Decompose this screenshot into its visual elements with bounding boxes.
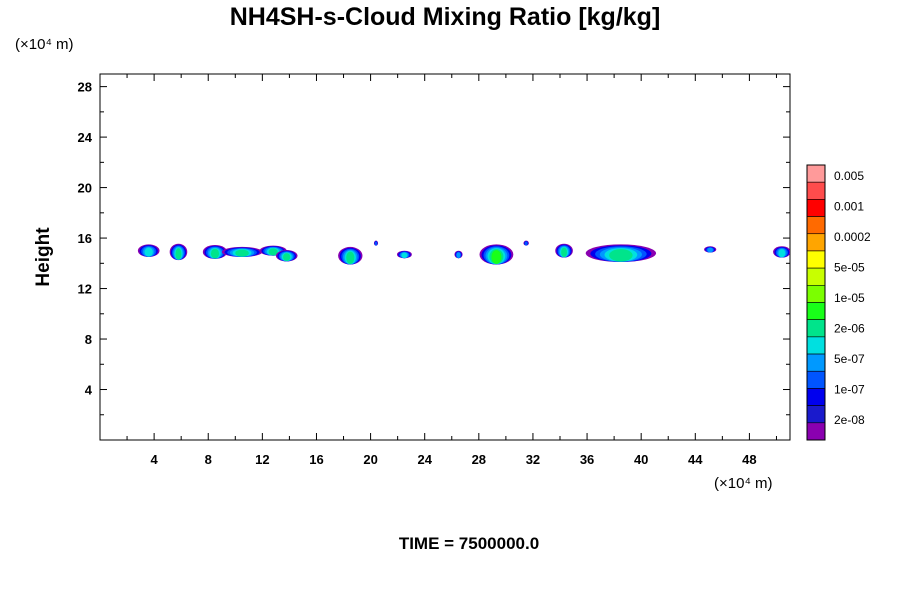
plot-frame bbox=[99, 73, 791, 441]
cloud-contours bbox=[137, 240, 790, 265]
colorbar-swatch bbox=[806, 164, 826, 183]
cloud-contour-band bbox=[401, 252, 408, 259]
axis-ticks bbox=[100, 74, 790, 440]
colorbar-label: 2e-08 bbox=[834, 413, 865, 427]
colorbar-label: 0.0002 bbox=[834, 230, 871, 244]
colorbar-swatch bbox=[806, 302, 826, 320]
cloud-contour-band bbox=[778, 249, 786, 258]
y-tick-label: 4 bbox=[85, 383, 93, 398]
colorbar-swatch bbox=[806, 405, 826, 424]
cloud-contour-band bbox=[491, 250, 502, 264]
y-unit-label: (×10⁴ m) bbox=[15, 36, 74, 53]
colorbar-swatch bbox=[806, 319, 826, 338]
cloud-contour-band bbox=[374, 241, 378, 246]
cloud-blob bbox=[396, 250, 412, 259]
colorbar-swatch bbox=[806, 370, 826, 389]
x-tick-label: 40 bbox=[634, 452, 648, 467]
colorbar-label: 0.005 bbox=[834, 169, 864, 183]
y-tick-label: 12 bbox=[78, 282, 92, 297]
cloud-blob bbox=[773, 246, 790, 258]
time-label: TIME = 7500000.0 bbox=[399, 534, 539, 553]
colorbar-label: 5e-07 bbox=[834, 352, 865, 366]
colorbar-label: 5e-05 bbox=[834, 261, 865, 275]
y-tick-label: 24 bbox=[78, 130, 93, 145]
cloud-contour-band bbox=[524, 241, 528, 246]
colorbar-swatch bbox=[806, 353, 826, 372]
cloud-blob bbox=[585, 244, 657, 263]
cloud-contour-band bbox=[144, 247, 153, 257]
cloud-blob bbox=[373, 240, 379, 246]
cloud-blob bbox=[169, 243, 188, 261]
y-tick-label: 28 bbox=[78, 80, 92, 95]
x-tick-label: 8 bbox=[205, 452, 212, 467]
x-tick-label: 44 bbox=[688, 452, 703, 467]
y-axis-title: Height bbox=[33, 227, 54, 287]
colorbar-swatch bbox=[806, 216, 826, 235]
colorbar-swatch bbox=[806, 285, 826, 303]
colorbar-frame bbox=[806, 164, 826, 441]
cloud-contour-band bbox=[456, 252, 461, 259]
x-tick-label: 32 bbox=[526, 452, 540, 467]
colorbar-label: 0.001 bbox=[834, 200, 864, 214]
colorbar-swatch bbox=[806, 199, 826, 217]
x-tick-label: 48 bbox=[742, 452, 756, 467]
y-tick-label: 16 bbox=[78, 231, 92, 246]
cloud-blob bbox=[338, 246, 363, 265]
colorbar-swatch bbox=[806, 422, 826, 441]
cloud-blob bbox=[704, 246, 717, 253]
y-tick-labels: 4 8 12 16 20 24 28 bbox=[78, 80, 93, 398]
cloud-contour-band bbox=[707, 247, 713, 253]
cloud-contour-band bbox=[609, 249, 633, 262]
colorbar-label: 2e-06 bbox=[834, 322, 865, 336]
colorbar-swatch bbox=[806, 181, 826, 200]
colorbar: 0.005 0.001 0.0002 5e-05 1e-05 2e-06 5e-07 1e-0… bbox=[806, 164, 871, 441]
cloud-blob bbox=[555, 243, 573, 258]
colorbar-swatch bbox=[806, 233, 826, 252]
x-tick-label: 12 bbox=[255, 452, 269, 467]
x-unit-label: (×10⁴ m) bbox=[714, 475, 773, 492]
x-tick-label: 4 bbox=[151, 452, 159, 467]
cloud-contour-band bbox=[175, 248, 182, 260]
colorbar-swatch bbox=[806, 267, 826, 286]
cloud-blob bbox=[221, 246, 263, 257]
cloud-blob bbox=[137, 244, 160, 257]
colorbar-swatch bbox=[806, 336, 826, 355]
colorbar-label: 1e-05 bbox=[834, 291, 865, 305]
y-tick-label: 20 bbox=[78, 181, 92, 196]
x-tick-label: 28 bbox=[472, 452, 486, 467]
cloud-contour-band bbox=[561, 247, 567, 258]
cloud-blob bbox=[454, 250, 463, 259]
cloud-blob bbox=[523, 240, 529, 246]
x-tick-label: 16 bbox=[309, 452, 323, 467]
cloud-blob bbox=[479, 244, 514, 265]
y-tick-label: 8 bbox=[85, 332, 92, 347]
cloud-contour-band bbox=[235, 249, 249, 257]
chart-title: NH4SH-s-Cloud Mixing Ratio [kg/kg] bbox=[230, 3, 661, 31]
x-tick-label: 36 bbox=[580, 452, 594, 467]
cloud-contour-band bbox=[283, 253, 291, 262]
x-tick-label: 24 bbox=[417, 452, 432, 467]
cloud-blob bbox=[275, 250, 298, 262]
x-tick-labels: 4 8 12 16 20 24 28 32 36 40 44 48 bbox=[151, 452, 757, 467]
colorbar-label: 1e-07 bbox=[834, 383, 865, 397]
cloud-contour-band bbox=[210, 248, 220, 259]
cloud-blob bbox=[202, 245, 228, 259]
colorbar-swatch bbox=[806, 388, 826, 406]
cloud-contour-band bbox=[268, 248, 278, 256]
x-tick-label: 20 bbox=[363, 452, 377, 467]
cloud-contour-band bbox=[346, 251, 355, 264]
colorbar-swatch bbox=[806, 250, 826, 269]
